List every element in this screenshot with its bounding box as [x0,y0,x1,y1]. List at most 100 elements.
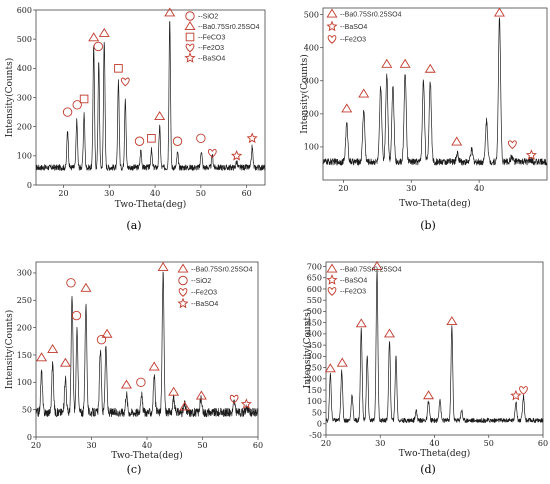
x-tick-label: 40 [429,439,439,448]
x-tick-label: 20 [31,441,41,450]
x-tick-label: 40 [474,184,484,193]
peak-marker-triangle [358,88,370,98]
legend-entry-label: --BaSO4 [191,301,218,308]
y-tick-label: 700 [307,262,322,271]
peak-marker-circle [93,41,103,52]
peak-marker-heart [508,140,517,150]
y-axis-label: Intensity(Counts) [4,58,15,137]
y-tick-label: 100 [17,378,32,387]
x-tick-label: 30 [375,439,385,448]
legend-triangle-icon [177,263,189,273]
chart-panel-4: 20 30 40 50 60 -50 0 50 100 150 200 250 300 350 400 450… [302,261,548,476]
y-tick-label: 350 [307,341,322,350]
peak-marker-square [114,64,123,73]
xrd-curve [35,21,266,171]
legend-entry-label: --BaSO4 [340,24,367,31]
legend-heart-icon [178,288,188,297]
legend-entry-label: --Ba0.75Sr0.25SO4 [191,267,253,274]
y-tick-label: 400 [307,330,322,339]
y-tick-label: 150 [307,386,322,395]
peak-marker-triangle [88,32,100,42]
peak-marker-circle [66,278,76,288]
xrd-curve [325,270,544,423]
chart-panel-1: 20 30 40 50 600100200300400500600Two-Theta(d… [4,6,266,232]
y-tick-label: 600 [307,285,322,294]
legend-circle-icon [178,275,188,286]
x-tick-label: 30 [406,184,416,193]
peak-marker-circle [136,377,146,388]
legend-entry-label: --FeCO3 [198,35,225,42]
peak-marker-triangle [47,344,59,354]
legend-entry-label: --Ba0.75Sr0.25SO4 [198,24,260,31]
legend-entry-label: --Ba0.75Sr0.25SO4 [340,267,402,274]
peak-marker-triangle [36,352,48,362]
peak-marker-triangle [179,401,191,411]
y-tick-label: 600 [17,6,32,15]
legend: --SiO2 --Ba0.75Sr0.25SO4 --FeCO3 --Fe2O3 --B… [184,11,260,63]
x-axis-label: Two-Theta(deg) [111,450,183,461]
x-tick-label: 20 [321,439,331,448]
peak-marker-triangle [168,386,180,396]
peak-marker-heart [519,386,528,395]
y-tick-label: 100 [307,397,322,406]
x-tick-label: 60 [538,439,548,448]
peak-marker-circle [71,310,82,321]
y-tick-label: 650 [307,274,322,283]
peak-marker-triangle [446,316,458,326]
y-tick-label: 250 [307,363,322,372]
peak-marker-triangle [451,136,463,146]
peak-marker-square [147,134,156,143]
peak-marker-triangle [157,262,169,271]
y-tick-label: 550 [307,296,322,305]
peak-marker-triangle [324,363,336,373]
y-axis-label: Intensity(Counts) [4,310,15,389]
peak-marker-triangle [424,63,436,73]
peak-marker-triangle [154,111,166,120]
panel-caption: (c) [127,463,142,476]
y-tick-label: 300 [307,352,322,361]
peak-marker-triangle [399,58,411,68]
x-tick-label: 30 [104,189,114,198]
legend: --Ba0.75Sr0.25SO4 --SiO2 --Fe2O3 --BaSO4 [177,263,253,309]
y-tick-label: 250 [17,296,32,305]
peak-marker-heart [120,77,130,87]
x-tick-label: 50 [197,441,207,450]
legend-entry-label: --Fe2O3 [340,289,366,296]
x-tick-label: 50 [196,189,206,198]
peak-marker-star [231,149,243,161]
x-tick-label: 20 [338,184,348,193]
peak-marker-triangle [120,379,132,389]
legend-heart-icon [185,43,195,53]
peak-marker-triangle [341,103,353,113]
y-tick-label: 300 [304,77,319,86]
plot-area [322,7,548,181]
legend-heart-icon [327,35,337,44]
peak-marker-circle [134,136,145,146]
legend-entry-label: --Ba0.75Sr0.25SO4 [340,12,402,19]
legend-entry-label: --BaSO4 [340,278,367,285]
peak-marker-triangle [164,7,176,17]
peak-marker-triangle [98,27,110,37]
x-axis-label: Two-Theta(deg) [399,448,471,459]
y-tick-label: 0 [317,420,322,429]
x-tick-label: 60 [253,441,263,450]
y-tick-label: 0 [27,181,32,190]
legend: --Ba0.75Sr0.25SO4 --BaSO4 --Fe2O3 [326,8,402,44]
y-tick-label: 400 [304,43,319,52]
peak-marker-star [510,389,522,401]
legend-triangle-icon [184,21,196,31]
peak-marker-triangle [423,390,435,400]
peak-marker-circle [62,107,73,117]
x-tick-label: 30 [86,441,96,450]
peak-marker-triangle [101,328,113,338]
legend-entry-label: --SiO2 [198,14,218,21]
peak-marker-circle [96,334,107,345]
legend-star-icon [326,20,338,32]
peak-marker-circle [196,133,206,144]
xrd-curve [322,17,548,166]
legend-star-icon [326,274,338,285]
y-tick-label: 450 [307,318,322,327]
chart-panel-3: 20 30 40 50 60 0 50 100 150 200 250 300 Two-Theta(de… [4,261,263,476]
peak-marker-star [240,398,252,409]
legend-star-icon [184,52,196,63]
